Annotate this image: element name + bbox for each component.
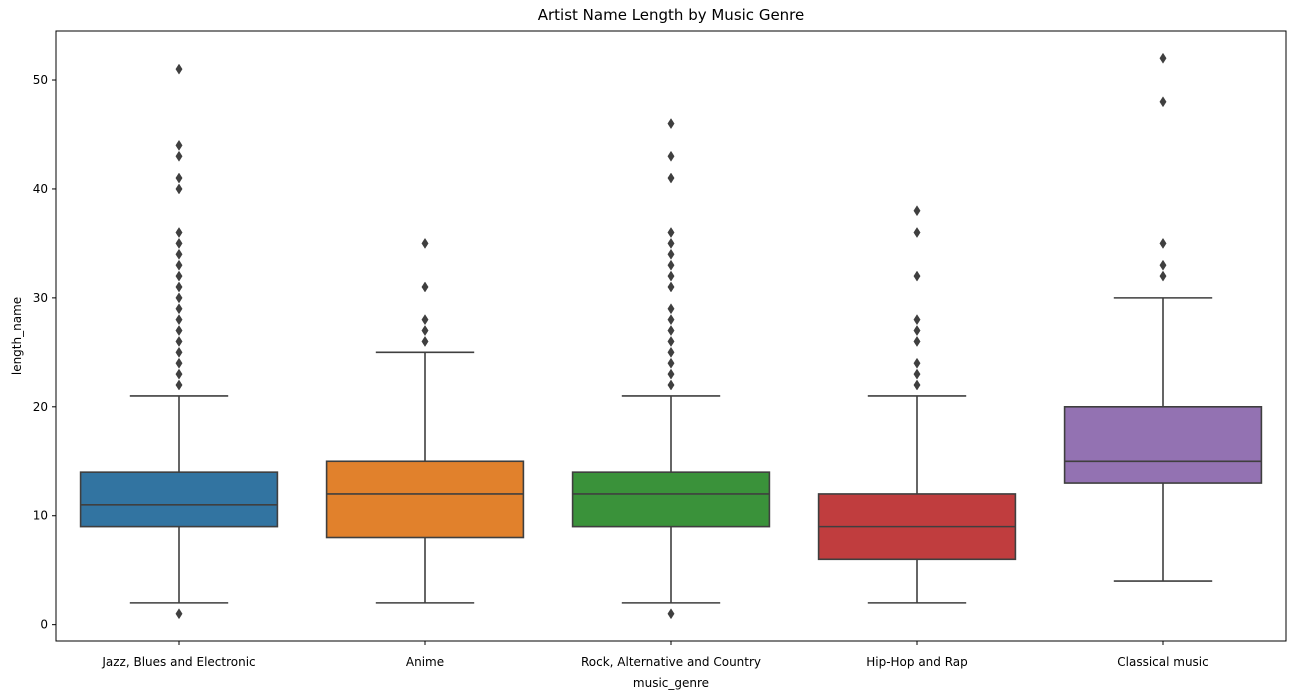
outlier-point — [913, 270, 921, 282]
outlier-point — [667, 281, 675, 293]
outlier-point — [175, 325, 183, 337]
outlier-point — [667, 303, 675, 315]
outlier-point — [175, 357, 183, 369]
outlier-point — [667, 314, 675, 326]
outlier-point — [175, 63, 183, 75]
outlier-point — [667, 608, 675, 620]
outlier-point — [667, 150, 675, 162]
outlier-point — [913, 205, 921, 217]
y-axis: 0 10 20 30 40 50 — [33, 73, 56, 632]
box-0 — [79, 63, 279, 620]
outlier-point — [175, 139, 183, 151]
outlier-point — [175, 314, 183, 326]
outlier-point — [667, 357, 675, 369]
outlier-point — [421, 335, 429, 347]
chart-title: Artist Name Length by Music Genre — [537, 6, 805, 24]
x-tick-label: Anime — [406, 655, 444, 669]
outlier-point — [667, 335, 675, 347]
outlier-point — [913, 357, 921, 369]
iqr-box — [571, 471, 771, 528]
x-tick-label: Classical music — [1117, 655, 1208, 669]
outlier-point — [913, 314, 921, 326]
outlier-point — [175, 292, 183, 304]
outlier-point — [667, 325, 675, 337]
outlier-point — [421, 314, 429, 326]
x-tick-label: Jazz, Blues and Electronic — [101, 655, 255, 669]
outlier-point — [175, 368, 183, 380]
outlier-point — [667, 118, 675, 130]
outlier-point — [913, 335, 921, 347]
outlier-point — [913, 227, 921, 238]
outlier-point — [421, 281, 429, 293]
outlier-point — [175, 237, 183, 249]
outlier-point — [175, 303, 183, 315]
outlier-point — [421, 325, 429, 337]
outlier-point — [175, 259, 183, 271]
outlier-point — [421, 237, 429, 249]
outlier-point — [667, 346, 675, 358]
outlier-point — [913, 368, 921, 380]
outlier-point — [667, 368, 675, 380]
outlier-point — [913, 379, 921, 391]
x-tick-label: Hip-Hop and Rap — [866, 655, 968, 669]
outlier-point — [175, 281, 183, 293]
outlier-point — [667, 379, 675, 391]
outlier-point — [667, 259, 675, 271]
outlier-point — [667, 227, 675, 238]
box-4 — [1063, 52, 1263, 582]
outlier-point — [1159, 52, 1167, 64]
y-tick-label: 30 — [33, 291, 48, 305]
x-axis-label: music_genre — [633, 676, 709, 690]
outlier-point — [1159, 237, 1167, 249]
iqr-box — [1063, 406, 1263, 484]
outlier-point — [1159, 96, 1167, 108]
outlier-point — [175, 227, 183, 238]
outlier-point — [667, 270, 675, 282]
y-tick-label: 0 — [40, 618, 48, 632]
outlier-point — [175, 248, 183, 260]
outlier-point — [667, 237, 675, 249]
outlier-point — [175, 172, 183, 184]
x-tick-label: Rock, Alternative and Country — [581, 655, 761, 669]
iqr-box — [79, 471, 279, 528]
outlier-point — [667, 248, 675, 260]
outlier-point — [667, 172, 675, 184]
outlier-point — [1159, 259, 1167, 271]
iqr-box — [325, 460, 525, 539]
outlier-point — [175, 335, 183, 347]
y-tick-label: 50 — [33, 73, 48, 87]
box-2 — [571, 118, 771, 620]
outlier-point — [175, 346, 183, 358]
outlier-point — [175, 270, 183, 282]
outlier-point — [175, 150, 183, 162]
y-tick-label: 10 — [33, 509, 48, 523]
box-1 — [325, 237, 525, 604]
y-tick-label: 40 — [33, 182, 48, 196]
outlier-point — [175, 183, 183, 195]
y-axis-label: length_name — [10, 297, 24, 375]
x-axis: Jazz, Blues and Electronic Anime Rock, Alt… — [101, 641, 1209, 669]
y-tick-label: 20 — [33, 400, 48, 414]
outlier-point — [175, 379, 183, 391]
outlier-point — [913, 325, 921, 337]
outlier-point — [175, 608, 183, 620]
box-3 — [817, 205, 1017, 604]
outlier-point — [1159, 270, 1167, 282]
boxes-layer — [79, 52, 1263, 620]
